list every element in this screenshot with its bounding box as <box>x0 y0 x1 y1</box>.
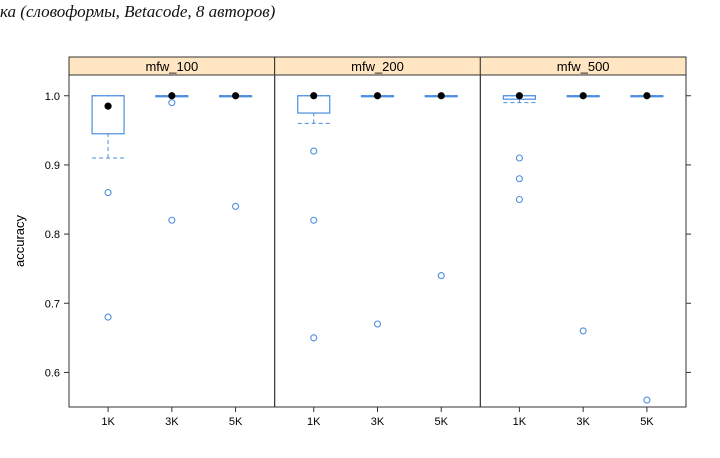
panel-title: mfw_100 <box>145 59 198 74</box>
median-dot <box>104 102 112 110</box>
outlier-point <box>310 334 318 342</box>
outlier-point <box>373 320 382 328</box>
outlier-point <box>515 195 523 204</box>
outlier-point <box>104 313 112 321</box>
panel-frame <box>274 74 481 408</box>
outlier-point <box>579 327 587 335</box>
outlier-point <box>232 202 240 210</box>
x-tick-label: 5K <box>435 416 449 428</box>
median-dot <box>579 92 587 100</box>
panel-title: mfw_500 <box>557 59 610 74</box>
figure-caption: ка (словоформы, Betacode, 8 авторов) <box>0 2 276 21</box>
outlier-point <box>643 396 651 404</box>
outlier-point <box>437 272 445 280</box>
y-tick-label: 0.6 <box>45 367 60 379</box>
box <box>91 95 125 135</box>
outlier-point <box>168 99 176 107</box>
panel-frame <box>68 74 276 408</box>
median-dot <box>437 92 445 100</box>
outlier-point <box>310 216 318 224</box>
panel-frame <box>479 74 687 408</box>
y-tick-label: 0.8 <box>45 229 60 241</box>
y-axis-label: accuracy <box>12 214 27 267</box>
median-dot <box>231 92 240 100</box>
median-dot <box>643 92 651 100</box>
y-tick-label: 1.0 <box>45 91 60 103</box>
x-tick-label: 1K <box>101 416 115 428</box>
y-tick-label: 0.7 <box>45 298 60 310</box>
x-tick-label: 5K <box>229 416 243 428</box>
median-dot <box>373 92 382 100</box>
median-dot <box>168 92 176 100</box>
outlier-point <box>310 147 318 155</box>
y-tick-label: 0.9 <box>45 160 60 172</box>
panel-title: mfw_200 <box>351 59 404 74</box>
x-tick-label: 1K <box>307 416 321 428</box>
x-tick-label: 3K <box>576 416 590 428</box>
outlier-point <box>515 154 523 162</box>
x-tick-label: 3K <box>371 416 385 428</box>
median-dot <box>515 92 524 100</box>
outlier-point <box>168 216 176 224</box>
x-tick-label: 5K <box>640 416 654 428</box>
outlier-point <box>104 189 112 197</box>
outlier-point <box>515 175 523 183</box>
x-tick-label: 1K <box>513 416 527 428</box>
x-tick-label: 3K <box>165 416 179 428</box>
median-dot <box>310 92 318 100</box>
